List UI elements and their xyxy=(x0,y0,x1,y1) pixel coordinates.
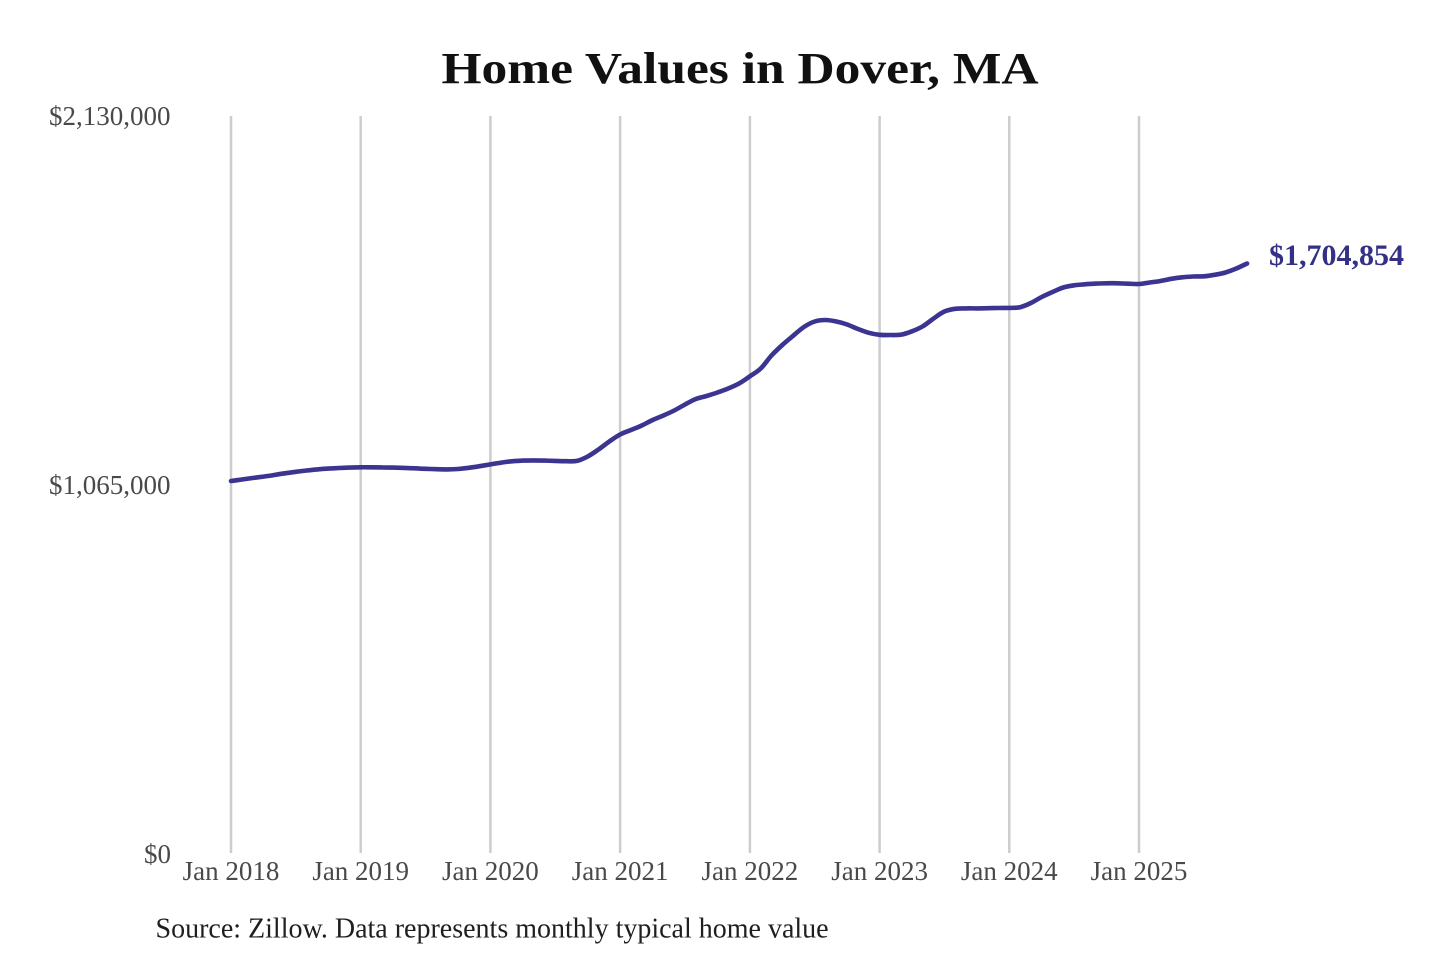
svg-text:Jan 2024: Jan 2024 xyxy=(961,856,1058,886)
svg-text:$1,065,000: $1,065,000 xyxy=(49,470,171,500)
svg-text:$0: $0 xyxy=(144,839,171,869)
svg-text:Jan 2021: Jan 2021 xyxy=(572,856,669,886)
svg-text:$2,130,000: $2,130,000 xyxy=(49,101,171,131)
svg-text:Jan 2019: Jan 2019 xyxy=(312,856,409,886)
svg-text:$1,704,854: $1,704,854 xyxy=(1269,239,1404,272)
svg-text:Home Values in Dover, MA: Home Values in Dover, MA xyxy=(441,44,1039,93)
svg-text:Source: Zillow. Data represent: Source: Zillow. Data represents monthly … xyxy=(156,914,829,945)
svg-text:Jan 2018: Jan 2018 xyxy=(183,856,280,886)
svg-text:Jan 2025: Jan 2025 xyxy=(1091,856,1188,886)
svg-text:Jan 2023: Jan 2023 xyxy=(831,856,928,886)
svg-text:Jan 2020: Jan 2020 xyxy=(442,856,539,886)
svg-text:Jan 2022: Jan 2022 xyxy=(702,856,799,886)
